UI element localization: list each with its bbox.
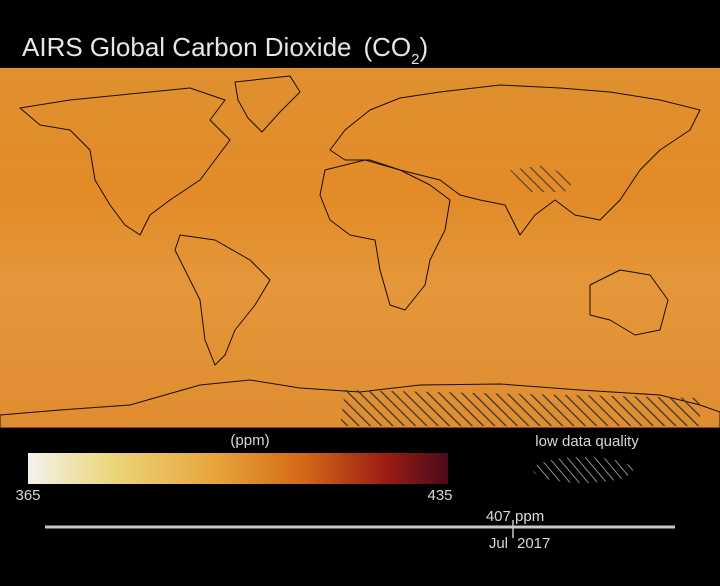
- hatch-swatch: [533, 457, 633, 483]
- colorbar: (ppm) 365 435: [15, 432, 452, 504]
- title: AIRS Global Carbon Dioxide (CO2): [22, 32, 428, 68]
- colorbar-gradient: [28, 453, 448, 484]
- colorbar-unit: (ppm): [230, 432, 269, 449]
- map: [0, 68, 720, 429]
- timeline: 407 ppm Jul 2017: [45, 508, 675, 552]
- colorbar-max: 435: [427, 487, 452, 504]
- hatch-legend: low data quality: [533, 433, 639, 483]
- colorbar-min: 365: [15, 487, 40, 504]
- current-year: 2017: [517, 535, 550, 552]
- hatch-label: low data quality: [535, 433, 639, 450]
- current-value: 407 ppm: [486, 508, 544, 525]
- current-month: Jul: [489, 535, 508, 552]
